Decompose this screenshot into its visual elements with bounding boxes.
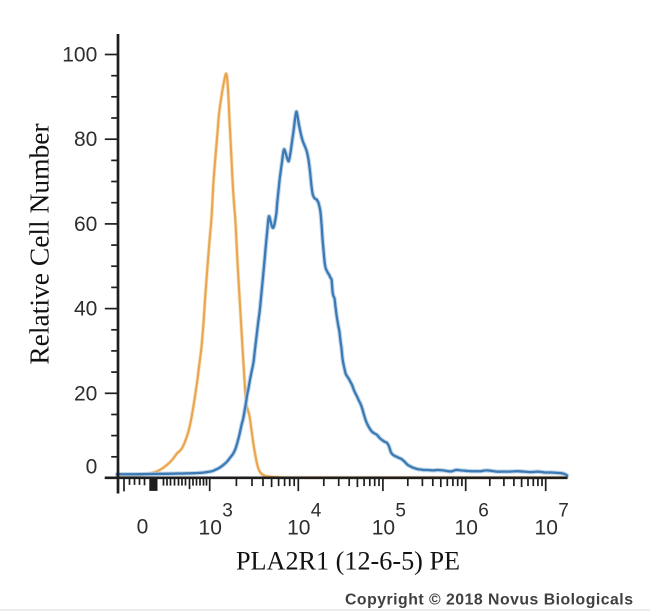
svg-text:10: 10 <box>372 517 395 540</box>
svg-text:40: 40 <box>74 298 97 321</box>
svg-text:10: 10 <box>455 517 478 540</box>
svg-text:60: 60 <box>74 213 97 236</box>
svg-text:20: 20 <box>74 382 97 405</box>
svg-text:0: 0 <box>86 456 98 479</box>
svg-text:10: 10 <box>287 517 310 540</box>
svg-text:100: 100 <box>62 44 97 67</box>
svg-text:7: 7 <box>558 501 569 522</box>
svg-text:5: 5 <box>395 501 406 522</box>
svg-text:3: 3 <box>222 501 233 522</box>
svg-text:10: 10 <box>535 517 558 540</box>
svg-text:10: 10 <box>199 517 222 540</box>
svg-text:Relative Cell Number: Relative Cell Number <box>24 123 55 364</box>
svg-text:4: 4 <box>311 501 322 522</box>
svg-text:PLA2R1 (12-6-5) PE: PLA2R1 (12-6-5) PE <box>236 547 460 576</box>
svg-text:80: 80 <box>74 128 97 151</box>
svg-text:Copyright © 2018 Novus Biologi: Copyright © 2018 Novus Biologicals <box>345 592 633 609</box>
svg-text:0: 0 <box>137 516 149 539</box>
svg-text:6: 6 <box>478 501 489 522</box>
